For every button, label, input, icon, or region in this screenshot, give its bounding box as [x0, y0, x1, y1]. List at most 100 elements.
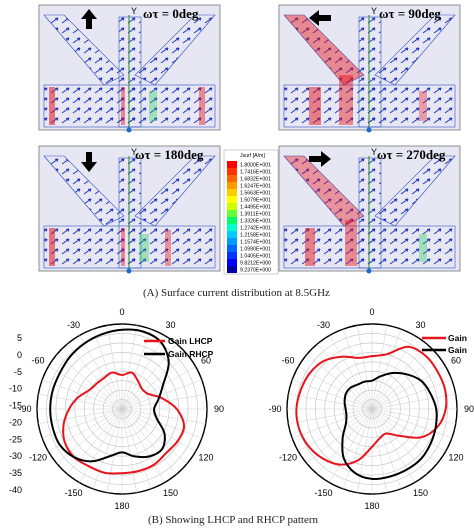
radial-tick-label: 5	[17, 333, 22, 343]
grid-spoke	[121, 325, 138, 410]
series-line	[341, 371, 438, 481]
legend-swatch	[227, 189, 237, 196]
legend-value: 1.1574E+001	[240, 240, 271, 246]
angle-tick-label: 60	[451, 356, 461, 366]
radial-tick-label: -5	[14, 367, 22, 377]
angle-tick-label: -30	[317, 320, 330, 330]
polar-pattern-panel: 030-30-60 60-90 90-120 120-150 15018050-5-10…	[9, 307, 474, 526]
arrow-left-icon	[309, 10, 331, 26]
angle-tick-label: -90	[268, 404, 281, 414]
radial-tick-label: -25	[9, 434, 22, 444]
legend-value: 1.6247E+001	[240, 184, 271, 190]
grid-spoke	[121, 408, 196, 452]
grid-spoke	[121, 335, 165, 410]
series-line	[295, 345, 448, 466]
legend-right-1: Gain	[448, 333, 467, 343]
grid-spoke	[371, 408, 446, 452]
angle-tick-label: 180	[114, 501, 129, 511]
grid-spoke	[371, 343, 427, 410]
antenna-structure	[43, 14, 216, 133]
grid-spoke	[288, 393, 373, 410]
grid-spoke	[67, 343, 123, 410]
grid-spoke	[121, 329, 152, 410]
grid-spoke	[121, 366, 196, 410]
grid-spoke	[298, 408, 373, 452]
frame-label: ωτ = 90deg	[379, 6, 441, 21]
grid-spoke	[371, 354, 438, 410]
legend-swatch	[227, 168, 237, 175]
grid-spoke	[342, 329, 373, 410]
grid-spoke	[106, 408, 123, 493]
frame-label: ωτ = 180deg	[135, 147, 204, 162]
angle-tick-label: 0	[119, 307, 124, 317]
legend-value: 1.0405E+001	[240, 254, 271, 260]
legend-swatch	[227, 210, 237, 217]
angle-tick-label: 150	[163, 488, 178, 498]
angle-tick-label: -90	[18, 404, 31, 414]
grid-spoke	[79, 335, 123, 410]
grid-spoke	[356, 408, 373, 493]
legend-value: 1.0990E+001	[240, 247, 271, 253]
legend-title: Jsurf [A/m]	[240, 153, 265, 159]
legend-swatch	[227, 238, 237, 245]
angle-tick-label: -60	[31, 356, 44, 366]
y-axis-label: Y	[371, 147, 377, 157]
legend-value: 9.2370E+000	[240, 268, 271, 274]
grid-spoke	[92, 408, 123, 489]
antenna-structure	[43, 155, 216, 274]
grid-spoke	[67, 408, 123, 475]
panel-a-caption: (A) Surface current distribution at 8.5G…	[143, 287, 330, 299]
legend-value: 1.2742E+001	[240, 226, 271, 232]
arrow-up-icon	[81, 9, 97, 29]
angle-tick-label: -150	[64, 488, 82, 498]
angle-tick-label: -120	[279, 453, 297, 463]
angle-tick-label: 30	[165, 320, 175, 330]
legend-swatch	[227, 217, 237, 224]
radial-tick-label: -35	[9, 468, 22, 478]
antenna-structure	[283, 14, 456, 133]
grid-spoke	[121, 354, 188, 410]
grid-spoke	[121, 408, 152, 489]
surface-current-panel: Y ωτ = 0deg Y	[38, 4, 461, 299]
series-line	[49, 328, 170, 463]
frame-label: ωτ = 0deg	[143, 6, 199, 21]
grid-spoke	[121, 408, 188, 464]
polar-chart-lhcp-rhcp: 0 30 -30 -60 60 -90 90 -120 120 -150 150 180 5 0 -5 -10…	[9, 307, 224, 511]
angle-tick-label: 120	[448, 453, 463, 463]
grid-spoke	[371, 366, 446, 410]
legend-swatch	[227, 161, 237, 168]
legend-left: Gain LHCP Gain RHCP	[144, 336, 214, 359]
grid-spoke	[121, 408, 165, 483]
arrow-right-icon	[309, 151, 331, 167]
grid-spoke	[317, 343, 373, 410]
grid-spoke	[292, 408, 373, 439]
legend-value: 1.7416E+001	[240, 170, 271, 176]
grid-spoke	[371, 393, 456, 410]
radial-tick-label: -15	[9, 401, 22, 411]
legend-swatch	[227, 259, 237, 266]
grid-spoke	[342, 408, 373, 489]
legend-swatch	[227, 231, 237, 238]
grid-spoke	[371, 329, 402, 410]
current-frame-270deg: Y ωτ = 270deg	[278, 145, 461, 274]
grid-spoke	[329, 335, 373, 410]
legend-swatch	[227, 182, 237, 189]
grid-spoke	[121, 408, 202, 439]
radial-tick-label: -10	[9, 384, 22, 394]
grid-spoke	[288, 408, 373, 425]
radial-tick-label: 0	[17, 350, 22, 360]
grid-spoke	[56, 408, 123, 464]
legend-value: 1.4495E+001	[240, 205, 271, 211]
current-frame-90deg: Y ωτ = 90deg	[278, 4, 461, 133]
legend-swatch	[227, 175, 237, 182]
legend-value: 9.8212E+000	[240, 261, 271, 267]
polar-chart-right: 0 30 -30 -60 60 -90 90 -120 120 -150 150 180	[268, 307, 474, 511]
grid-spoke	[56, 354, 123, 410]
angle-tick-label: -120	[29, 453, 47, 463]
angle-tick-label: -30	[67, 320, 80, 330]
legend-swatch	[227, 224, 237, 231]
current-frame-180deg: Y ωτ = 180deg	[38, 145, 221, 274]
legend-value: 1.3326E+001	[240, 219, 271, 225]
grid-spoke	[121, 408, 206, 425]
angle-tick-label: 30	[415, 320, 425, 330]
